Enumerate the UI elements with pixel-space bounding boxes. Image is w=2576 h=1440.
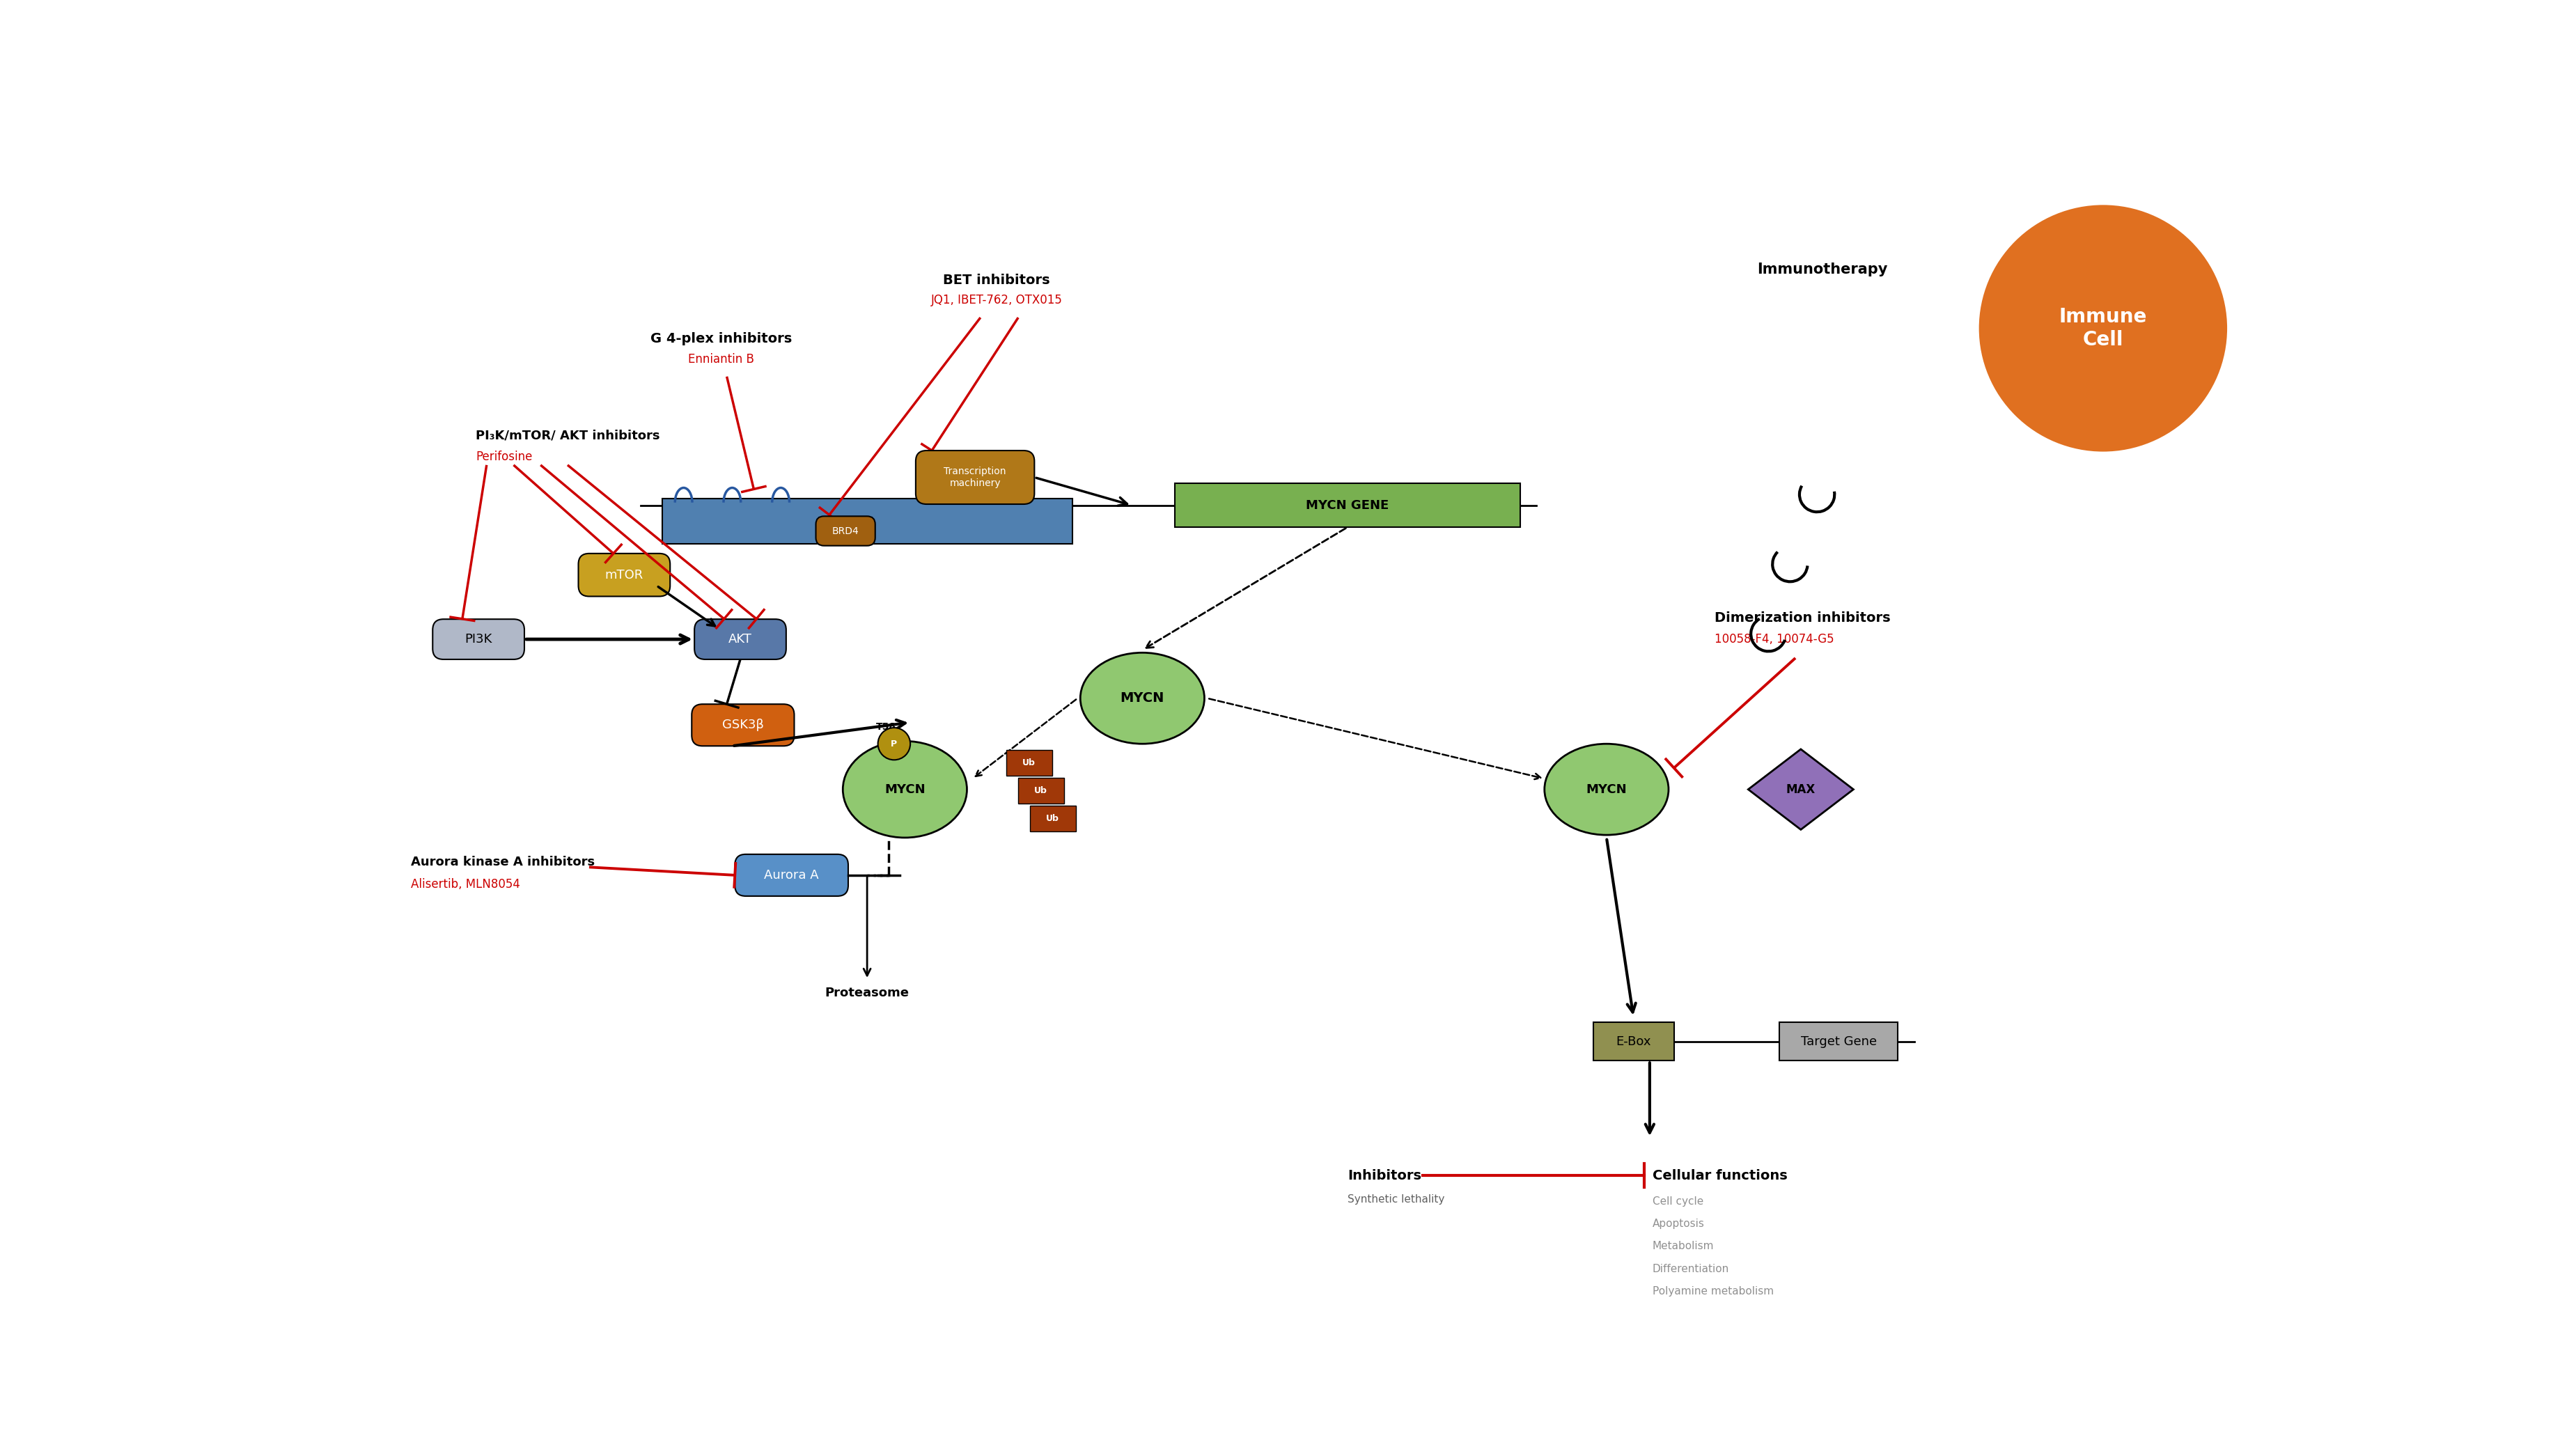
Text: Ub: Ub [1036, 786, 1048, 795]
Text: E-Box: E-Box [1615, 1035, 1651, 1048]
Text: Apoptosis: Apoptosis [1651, 1218, 1705, 1228]
FancyBboxPatch shape [433, 619, 526, 660]
Text: Differentiation: Differentiation [1651, 1263, 1728, 1274]
Text: Perifosine: Perifosine [477, 451, 533, 464]
Bar [1030, 805, 1077, 831]
Bar [1007, 750, 1051, 776]
Ellipse shape [842, 742, 966, 838]
Text: T58: T58 [876, 721, 896, 732]
Text: Aurora kinase A inhibitors: Aurora kinase A inhibitors [412, 855, 595, 868]
Text: MYCN: MYCN [1587, 783, 1628, 796]
Text: Immune
Cell: Immune Cell [2058, 307, 2146, 350]
Polygon shape [1749, 749, 1852, 829]
Ellipse shape [1079, 652, 1206, 744]
FancyBboxPatch shape [580, 553, 670, 596]
Bar [1175, 484, 1520, 527]
Text: Ub: Ub [1046, 814, 1059, 822]
FancyBboxPatch shape [734, 854, 848, 896]
Bar [662, 498, 1072, 544]
Bar [1780, 1022, 1899, 1061]
Text: 10058-F4, 10074-G5: 10058-F4, 10074-G5 [1716, 634, 1834, 645]
Text: Alisertib, MLN8054: Alisertib, MLN8054 [412, 878, 520, 890]
Text: Metabolism: Metabolism [1651, 1241, 1713, 1251]
Text: Inhibitors: Inhibitors [1347, 1169, 1422, 1182]
Text: Proteasome: Proteasome [824, 986, 909, 999]
Text: BET inhibitors: BET inhibitors [943, 274, 1051, 287]
Text: Dimerization inhibitors: Dimerization inhibitors [1716, 611, 1891, 625]
Text: G 4-plex inhibitors: G 4-plex inhibitors [652, 333, 793, 346]
Text: Synthetic lethality: Synthetic lethality [1347, 1194, 1445, 1205]
Text: MYCN: MYCN [884, 783, 925, 796]
Text: Target Gene: Target Gene [1801, 1035, 1875, 1048]
Text: AKT: AKT [729, 634, 752, 645]
Text: PI₃K/mTOR/ AKT inhibitors: PI₃K/mTOR/ AKT inhibitors [477, 429, 659, 442]
Text: PI3K: PI3K [464, 634, 492, 645]
Text: Polyamine metabolism: Polyamine metabolism [1651, 1286, 1775, 1296]
Text: MYCN GENE: MYCN GENE [1306, 498, 1388, 511]
FancyBboxPatch shape [817, 516, 876, 546]
Circle shape [878, 727, 909, 760]
Text: MYCN: MYCN [1121, 691, 1164, 704]
Text: Cell cycle: Cell cycle [1651, 1197, 1703, 1207]
Circle shape [1978, 204, 2228, 452]
Text: Transcription
machinery: Transcription machinery [943, 467, 1007, 488]
Text: GSK3β: GSK3β [721, 719, 765, 732]
Text: MAX: MAX [1785, 783, 1816, 796]
Text: mTOR: mTOR [605, 569, 644, 582]
Text: P: P [891, 739, 896, 749]
FancyBboxPatch shape [693, 704, 793, 746]
Bar [1018, 778, 1064, 804]
Text: JQ1, IBET-762, OTX015: JQ1, IBET-762, OTX015 [930, 294, 1061, 307]
Text: Cellular functions: Cellular functions [1651, 1169, 1788, 1182]
Text: Enniantin B: Enniantin B [688, 353, 755, 366]
FancyBboxPatch shape [696, 619, 786, 660]
Bar [1592, 1022, 1674, 1061]
Text: Immunotherapy: Immunotherapy [1757, 262, 1888, 276]
Text: Ub: Ub [1023, 757, 1036, 768]
Text: BRD4: BRD4 [832, 526, 858, 536]
Text: Aurora A: Aurora A [765, 868, 819, 881]
FancyBboxPatch shape [914, 451, 1036, 504]
Ellipse shape [1546, 744, 1669, 835]
